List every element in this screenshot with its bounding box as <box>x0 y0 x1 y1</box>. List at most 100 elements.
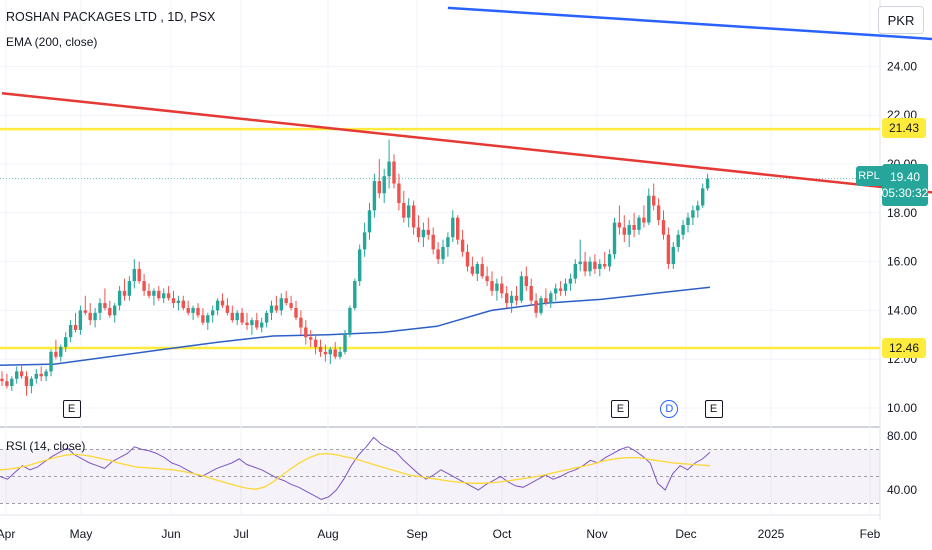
candle-body <box>485 276 489 282</box>
candle <box>309 329 313 347</box>
candle <box>382 168 386 204</box>
candle-body <box>284 298 288 304</box>
candle <box>171 290 176 308</box>
candle <box>598 259 602 277</box>
candle-body <box>446 237 450 247</box>
candlestick-series[interactable] <box>0 139 710 396</box>
candle <box>348 305 352 338</box>
candle-body <box>696 205 700 211</box>
candle <box>166 286 171 301</box>
candle-body <box>73 325 78 330</box>
candle <box>176 295 181 311</box>
candle-body <box>701 188 705 206</box>
time-axis[interactable]: Apr May Jun Jul Aug Sep Oct Nov Dec 2025 Feb <box>0 527 881 541</box>
candle <box>64 332 68 352</box>
candle <box>127 276 132 301</box>
candle-body <box>29 378 34 387</box>
candle-body <box>304 327 308 338</box>
candle <box>568 273 573 291</box>
candle <box>416 215 421 243</box>
candle-body <box>225 305 230 313</box>
ema-200-line[interactable] <box>0 286 711 367</box>
candle <box>411 200 416 235</box>
candle <box>367 203 372 240</box>
candle-body <box>470 266 475 274</box>
time-tick-label: May <box>70 527 93 541</box>
candle-body <box>402 203 406 218</box>
candle <box>656 198 661 225</box>
candle <box>465 244 470 272</box>
candle-body <box>637 217 641 230</box>
candle-body <box>171 298 176 304</box>
candle-body <box>299 317 303 328</box>
upper-level-price-tag: 21.43 <box>882 118 926 138</box>
horizontal-levels[interactable] <box>0 127 880 350</box>
candle <box>29 376 34 394</box>
candle-body <box>269 305 274 313</box>
candle-body <box>230 312 234 321</box>
dividend-event-marker[interactable]: D <box>660 400 679 418</box>
candle <box>255 312 259 330</box>
candle-body <box>313 339 318 347</box>
trend-lines[interactable] <box>1 6 932 248</box>
candle-body <box>132 268 136 282</box>
candle-body <box>661 220 666 235</box>
candle-body <box>441 246 445 260</box>
candle-body <box>0 378 4 382</box>
candle-body <box>509 295 514 304</box>
earnings-event-marker[interactable]: E <box>62 400 81 418</box>
ema-legend[interactable]: EMA (200, close) <box>6 35 98 49</box>
candle <box>225 298 230 316</box>
price-axis[interactable]: 10.0012.0014.0016.0018.0020.0022.0024.00… <box>887 59 917 497</box>
candle-body <box>392 161 396 184</box>
candle-body <box>563 283 568 291</box>
candle-body <box>235 312 239 321</box>
candle <box>441 239 445 265</box>
candle <box>666 227 671 269</box>
candle-body <box>603 264 607 267</box>
candle <box>642 205 646 228</box>
candle <box>421 222 426 247</box>
candle <box>446 232 450 257</box>
candle <box>240 307 244 326</box>
upper-trend-line <box>447 6 932 41</box>
time-tick-label: Aug <box>317 527 338 541</box>
candle <box>108 300 112 318</box>
candle-body <box>666 234 671 265</box>
grid-lines <box>0 0 880 515</box>
candle-body <box>500 283 504 294</box>
candle-body <box>10 378 14 387</box>
time-tick-label: Dec <box>675 527 696 541</box>
candle <box>318 339 323 357</box>
rsi-legend[interactable]: RSI (14, close) <box>6 439 86 453</box>
earnings-event-marker[interactable]: E <box>704 400 723 418</box>
chart-title[interactable]: ROSHAN PACKAGES LTD , 1D, PSX <box>6 10 216 24</box>
candle-body <box>519 276 524 301</box>
earnings-event-marker[interactable]: E <box>611 400 630 418</box>
candle-body <box>49 351 53 372</box>
candle-body <box>147 290 151 296</box>
candle-body <box>353 281 357 308</box>
candle <box>549 290 553 308</box>
candle-body <box>480 264 484 277</box>
candle <box>83 295 87 316</box>
candle <box>137 261 141 284</box>
candle <box>519 271 524 304</box>
candle-body <box>274 305 279 311</box>
candle-body <box>255 320 259 328</box>
candle <box>44 368 48 382</box>
candle <box>686 212 690 233</box>
candle <box>573 259 577 284</box>
candle <box>152 288 156 306</box>
candle-body <box>656 205 661 221</box>
currency-button[interactable]: PKR <box>878 6 924 34</box>
candle-body <box>108 307 112 316</box>
rsi-ma-line <box>0 452 711 490</box>
candle-body <box>421 229 426 238</box>
candle-body <box>157 290 161 299</box>
time-tick-label: Feb <box>860 527 881 541</box>
candle <box>34 368 38 384</box>
candle <box>5 373 9 389</box>
rsi-pane[interactable] <box>0 436 880 504</box>
